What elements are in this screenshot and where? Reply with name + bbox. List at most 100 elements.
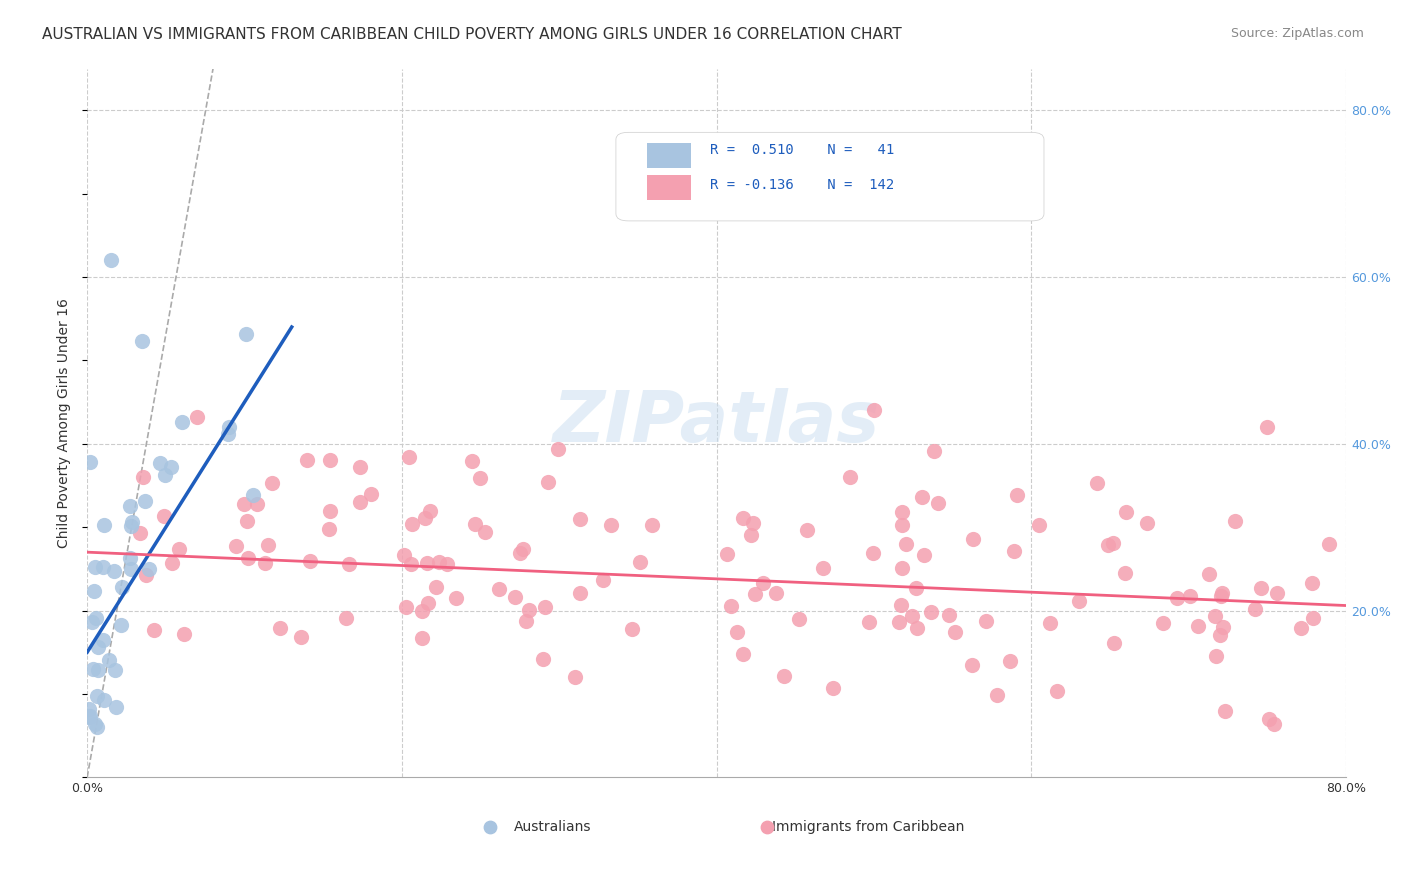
Point <box>86 720 108 734</box>
Point <box>1223 514 1246 528</box>
Point <box>620 623 643 637</box>
Point <box>1028 517 1050 532</box>
Point <box>725 624 748 639</box>
Point <box>1114 566 1136 580</box>
Point <box>599 517 621 532</box>
Point <box>1209 628 1232 642</box>
Point <box>503 590 526 604</box>
Point <box>1102 636 1125 650</box>
Point <box>1301 576 1323 591</box>
Point <box>186 410 208 425</box>
Point <box>120 550 142 565</box>
Point <box>104 700 127 714</box>
Point <box>1289 621 1312 635</box>
Point <box>349 460 371 475</box>
Point <box>1317 536 1340 550</box>
Point <box>254 556 277 570</box>
Point <box>235 327 257 342</box>
Point <box>512 541 534 556</box>
Point <box>79 701 101 715</box>
Point <box>1002 544 1025 558</box>
Point <box>894 536 917 550</box>
Point <box>720 599 742 613</box>
Point <box>121 515 143 529</box>
Point <box>744 587 766 601</box>
Point <box>416 596 439 610</box>
FancyBboxPatch shape <box>616 132 1045 221</box>
Point <box>149 457 172 471</box>
Point <box>1115 505 1137 519</box>
Point <box>1135 516 1157 531</box>
Text: R = -0.136    N =  142: R = -0.136 N = 142 <box>710 178 894 193</box>
Point <box>297 453 319 467</box>
Point <box>246 497 269 511</box>
Point <box>863 403 886 417</box>
Point <box>765 586 787 600</box>
FancyBboxPatch shape <box>647 143 692 168</box>
Point <box>298 554 321 568</box>
Point <box>1205 648 1227 663</box>
Point <box>890 518 912 533</box>
Point <box>945 624 967 639</box>
Point <box>733 511 755 525</box>
Point <box>153 509 176 524</box>
Point <box>218 419 240 434</box>
Point <box>1211 586 1233 600</box>
Point <box>217 427 239 442</box>
Point <box>515 614 537 628</box>
Point <box>912 549 935 563</box>
Y-axis label: Child Poverty Among Girls Under 16: Child Poverty Among Girls Under 16 <box>58 298 72 548</box>
Point <box>129 526 152 541</box>
Point <box>87 663 110 677</box>
Point <box>134 568 156 582</box>
Point <box>269 621 291 635</box>
Point <box>533 652 555 666</box>
Point <box>889 615 911 630</box>
Point <box>337 557 360 571</box>
Point <box>517 603 540 617</box>
Point <box>927 496 949 510</box>
Point <box>232 497 254 511</box>
Point <box>569 585 592 599</box>
Point <box>319 504 342 518</box>
Point <box>461 454 484 468</box>
Point <box>110 618 132 632</box>
Point <box>1263 717 1285 731</box>
Point <box>82 662 104 676</box>
Point <box>103 564 125 578</box>
Point <box>93 518 115 533</box>
Point <box>468 471 491 485</box>
Point <box>80 615 103 629</box>
Point <box>772 669 794 683</box>
Point <box>173 626 195 640</box>
Point <box>1069 593 1091 607</box>
Text: Australians: Australians <box>515 820 592 834</box>
Point <box>134 494 156 508</box>
Point <box>1166 591 1188 605</box>
Point <box>1097 537 1119 551</box>
Point <box>1046 683 1069 698</box>
Point <box>891 561 914 575</box>
Point <box>236 551 259 566</box>
Point <box>77 710 100 724</box>
Point <box>395 600 418 615</box>
Point <box>392 549 415 563</box>
Point <box>811 561 834 575</box>
Point <box>1250 582 1272 596</box>
Point <box>93 693 115 707</box>
Point <box>236 514 259 528</box>
Point <box>1039 615 1062 630</box>
Point <box>1198 567 1220 582</box>
Point <box>256 538 278 552</box>
Point <box>564 670 586 684</box>
Point <box>592 573 614 587</box>
Text: ZIPatlas: ZIPatlas <box>553 388 880 458</box>
Point <box>93 633 115 648</box>
Point <box>419 504 441 518</box>
Text: R =  0.510    N =   41: R = 0.510 N = 41 <box>710 143 894 157</box>
Point <box>905 621 928 635</box>
Point <box>1180 589 1202 603</box>
Point <box>132 470 155 484</box>
Point <box>97 652 120 666</box>
Point <box>79 455 101 469</box>
